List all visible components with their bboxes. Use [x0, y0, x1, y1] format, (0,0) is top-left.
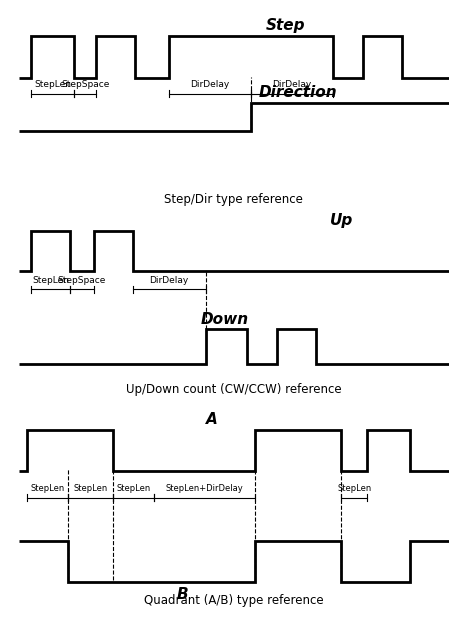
Text: StepLen: StepLen — [32, 276, 69, 285]
Text: Direction: Direction — [259, 85, 338, 101]
Text: Up/Down count (CW/CCW) reference: Up/Down count (CW/CCW) reference — [126, 382, 342, 396]
Text: B: B — [176, 587, 188, 601]
Text: DirDelay: DirDelay — [190, 80, 230, 89]
Text: Up: Up — [330, 213, 353, 228]
Text: StepLen: StepLen — [117, 484, 151, 493]
Text: Quadrant (A/B) type reference: Quadrant (A/B) type reference — [144, 594, 324, 607]
Text: DirDelay: DirDelay — [272, 80, 312, 89]
Text: StepLen: StepLen — [74, 484, 108, 493]
Text: A: A — [206, 412, 218, 427]
Text: StepSpace: StepSpace — [61, 80, 109, 89]
Text: StepLen: StepLen — [31, 484, 65, 493]
Text: Down: Down — [201, 311, 249, 327]
Text: StepLen: StepLen — [337, 484, 371, 493]
Text: StepLen+DirDelay: StepLen+DirDelay — [166, 484, 244, 493]
Text: DirDelay: DirDelay — [150, 276, 189, 285]
Text: Step/Dir type reference: Step/Dir type reference — [164, 192, 303, 206]
Text: Step: Step — [266, 18, 305, 34]
Text: StepLen: StepLen — [34, 80, 71, 89]
Text: StepSpace: StepSpace — [58, 276, 106, 285]
